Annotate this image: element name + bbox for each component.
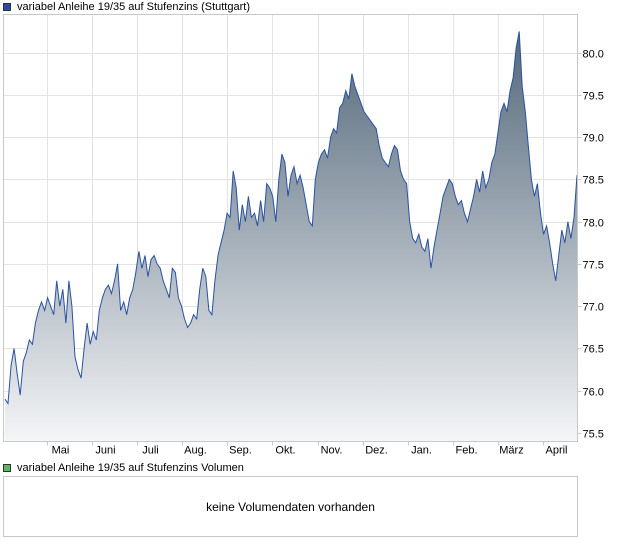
y-tick-label: 77.0 bbox=[583, 302, 604, 314]
x-tick-label: April bbox=[545, 445, 567, 457]
legend-volume: variabel Anleihe 19/35 auf Stufenzins Vo… bbox=[3, 461, 244, 475]
y-tick-label: 76.0 bbox=[583, 387, 604, 399]
x-tick-label: Okt. bbox=[275, 445, 295, 457]
plot-border bbox=[3, 14, 578, 442]
x-tick-label: Nov. bbox=[321, 445, 343, 457]
legend-price: variabel Anleihe 19/35 auf Stufenzins (S… bbox=[3, 0, 250, 14]
x-tick-label: Mai bbox=[52, 445, 70, 457]
x-tick-label: Dez. bbox=[365, 445, 388, 457]
x-tick-label: Juli bbox=[142, 445, 159, 457]
x-tick-label: März bbox=[499, 445, 523, 457]
y-tick-label: 80.0 bbox=[583, 49, 604, 61]
price-chart: 75.5 76.0 76.5 77.0 77.5 78.0 78.5 79.0 79.5 80.0… bbox=[3, 14, 604, 457]
y-axis-ticks: 75.5 76.0 76.5 77.0 77.5 78.0 78.5 79.0 79.5 80.0 bbox=[577, 49, 604, 441]
price-area bbox=[5, 31, 577, 442]
legend-volume-swatch bbox=[3, 464, 11, 472]
x-tick-label: Feb. bbox=[455, 445, 477, 457]
legend-price-swatch bbox=[3, 3, 11, 11]
volume-empty-message: keine Volumendaten vorhanden bbox=[206, 499, 375, 514]
x-tick-label: Jan. bbox=[411, 445, 432, 457]
y-tick-label: 75.5 bbox=[583, 429, 604, 441]
legend-price-label: variabel Anleihe 19/35 auf Stufenzins (S… bbox=[17, 1, 250, 13]
x-tick-label: Sep. bbox=[229, 445, 252, 457]
y-tick-label: 79.0 bbox=[583, 133, 604, 145]
x-tick-label: Juni bbox=[95, 445, 115, 457]
price-line bbox=[4, 31, 578, 405]
x-tick-label: Aug. bbox=[184, 445, 207, 457]
x-axis-ticks: Mai Juni Juli Aug. Sep. Okt. Nov. Dez. Jan. Feb. M… bbox=[47, 441, 568, 457]
volume-panel: keine Volumendaten vorhanden bbox=[3, 476, 578, 537]
legend-volume-label: variabel Anleihe 19/35 auf Stufenzins Vo… bbox=[17, 462, 244, 474]
y-tick-label: 78.5 bbox=[583, 175, 604, 187]
y-tick-label: 76.5 bbox=[583, 344, 604, 356]
y-tick-label: 77.5 bbox=[583, 260, 604, 272]
y-tick-label: 79.5 bbox=[583, 91, 604, 103]
y-tick-label: 78.0 bbox=[583, 218, 604, 230]
